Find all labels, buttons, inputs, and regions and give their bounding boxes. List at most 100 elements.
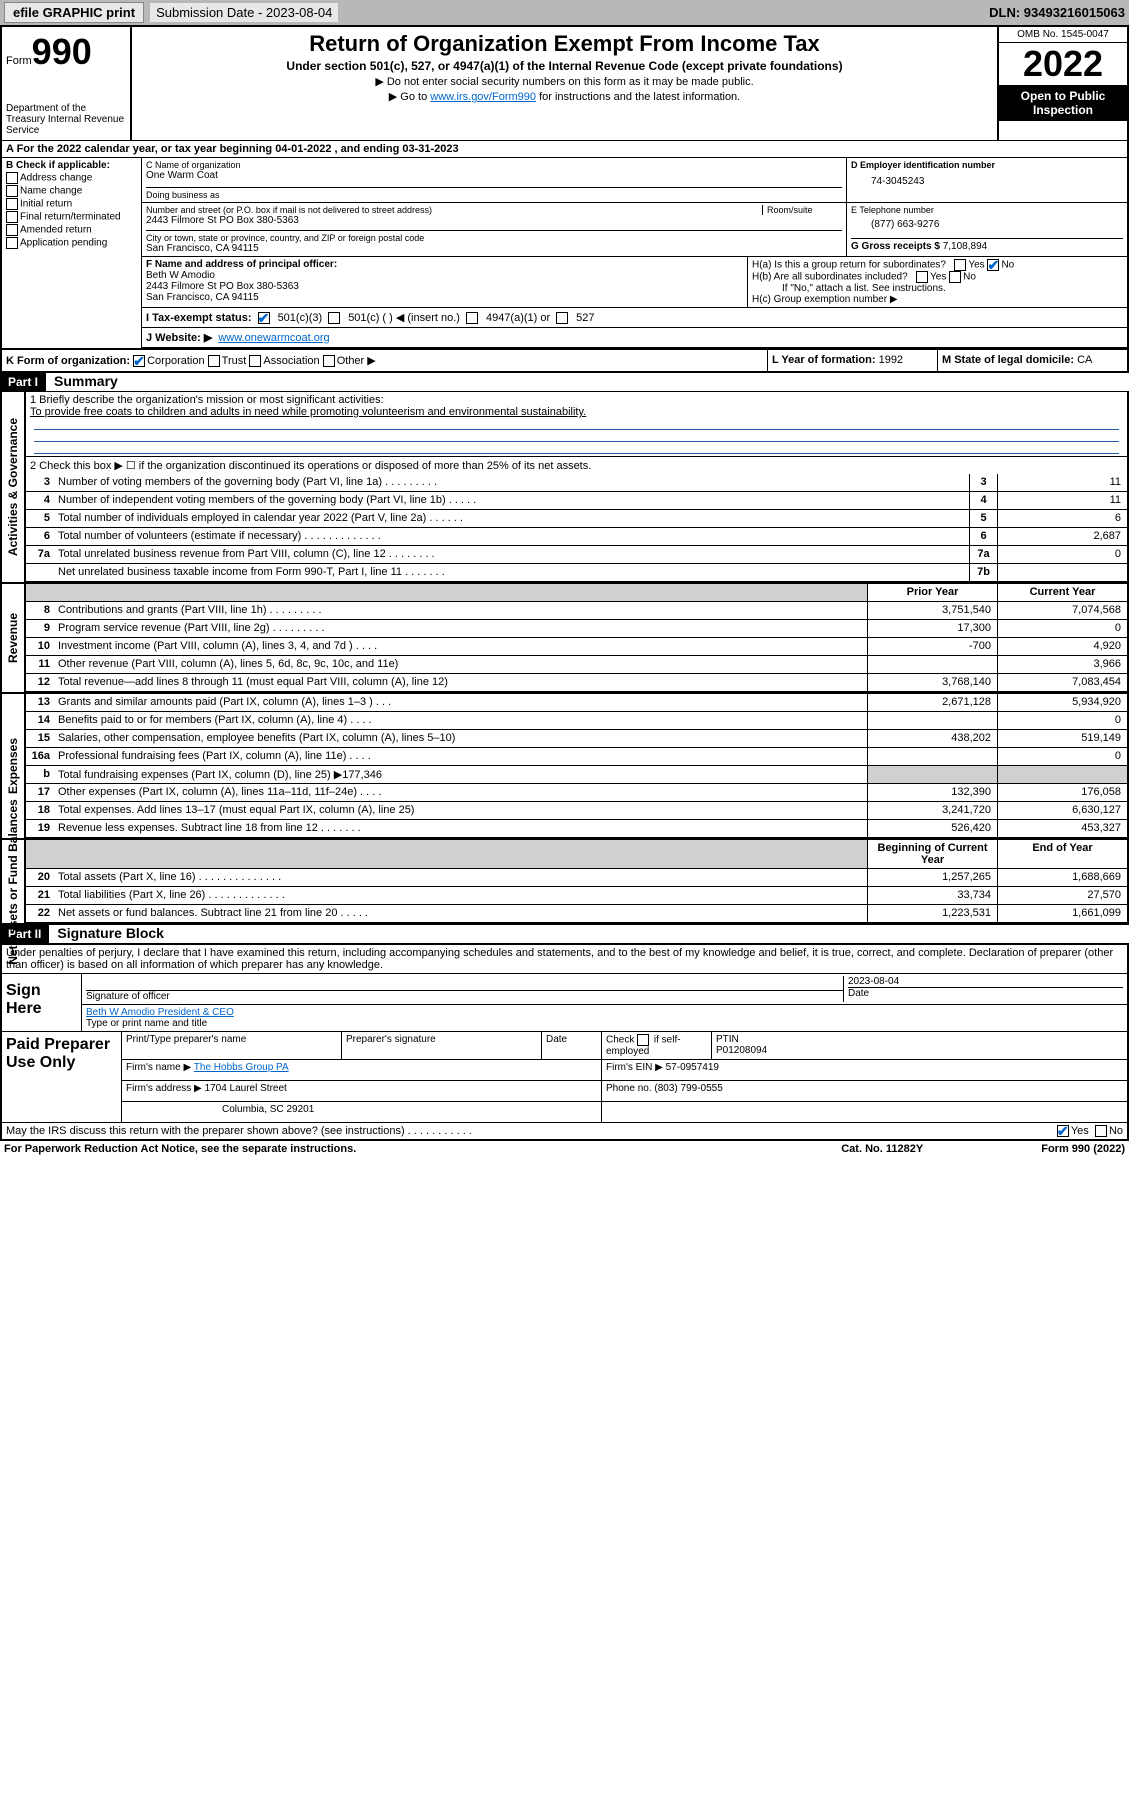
cb-other[interactable] <box>323 355 335 367</box>
cb-4947[interactable] <box>466 312 478 324</box>
cb-name-change[interactable]: Name change <box>6 185 137 197</box>
form-note-link: ▶ Go to www.irs.gov/Form990 for instruct… <box>136 90 993 103</box>
cb-501c3[interactable] <box>258 312 270 324</box>
cb-application-pending[interactable]: Application pending <box>6 237 137 249</box>
line-desc: Investment income (Part VIII, column (A)… <box>54 638 867 655</box>
ha-no-cb[interactable] <box>987 259 999 271</box>
current-val: 1,688,669 <box>997 869 1127 886</box>
box-d-label: D Employer identification number <box>851 160 1123 170</box>
prior-val <box>867 656 997 673</box>
line-num: b <box>26 766 54 783</box>
hb-no-cb[interactable] <box>949 271 961 283</box>
line-num: 19 <box>26 820 54 837</box>
sig-name[interactable]: Beth W Amodio President & CEO <box>86 1007 234 1018</box>
line-num: 4 <box>26 492 54 509</box>
cb-corporation[interactable] <box>133 355 145 367</box>
box-c-label: C Name of organization <box>146 160 842 170</box>
check-b-label: B Check if applicable: <box>6 160 137 171</box>
sig-date-label: Date <box>848 987 1123 999</box>
sig-intro: Under penalties of perjury, I declare th… <box>2 945 1127 974</box>
sig-name-label: Type or print name and title <box>86 1018 207 1029</box>
form-header: Form990 Department of the Treasury Inter… <box>0 25 1129 140</box>
cb-trust[interactable] <box>208 355 220 367</box>
discuss-yes-cb[interactable] <box>1057 1125 1069 1137</box>
paid-preparer-label: Paid Preparer Use Only <box>2 1032 122 1122</box>
hdr-beginning: Beginning of Current Year <box>867 840 997 868</box>
firm-addr2: Columbia, SC 29201 <box>122 1102 602 1122</box>
tax-year: 2022 <box>999 43 1127 85</box>
sig-date-val: 2023-08-04 <box>848 976 899 987</box>
line-desc: Contributions and grants (Part VIII, lin… <box>54 602 867 619</box>
room-suite-label: Room/suite <box>762 205 842 215</box>
hb-label: H(b) Are all subordinates included? <box>752 272 908 283</box>
cb-initial-return[interactable]: Initial return <box>6 198 137 210</box>
website-link[interactable]: www.onewarmcoat.org <box>218 332 329 344</box>
hc-label: H(c) Group exemption number ▶ <box>752 294 1123 305</box>
line-desc: Revenue less expenses. Subtract line 18 … <box>54 820 867 837</box>
cb-527[interactable] <box>556 312 568 324</box>
cb-amended-return[interactable]: Amended return <box>6 224 137 236</box>
prior-val <box>867 766 997 783</box>
hdr-prior: Prior Year <box>867 584 997 601</box>
line-num: 17 <box>26 784 54 801</box>
line-val: 11 <box>997 474 1127 491</box>
l-label: L Year of formation: <box>772 354 876 366</box>
ha-yes-cb[interactable] <box>954 259 966 271</box>
line-val <box>997 564 1127 581</box>
prep-name-hdr: Print/Type preparer's name <box>122 1032 342 1059</box>
signature-block: Under penalties of perjury, I declare th… <box>0 944 1129 1141</box>
sig-officer-label: Signature of officer <box>86 990 843 1002</box>
paperwork-notice: For Paperwork Reduction Act Notice, see … <box>4 1143 841 1155</box>
form-title: Return of Organization Exempt From Incom… <box>136 31 993 57</box>
officer-name: Beth W Amodio <box>146 270 215 281</box>
current-val: 519,149 <box>997 730 1127 747</box>
line-desc: Total assets (Part X, line 16) . . . . .… <box>54 869 867 886</box>
form-subtitle: Under section 501(c), 527, or 4947(a)(1)… <box>136 59 993 73</box>
line-num: 13 <box>26 694 54 711</box>
line-desc: Other expenses (Part IX, column (A), lin… <box>54 784 867 801</box>
line-box: 7a <box>969 546 997 563</box>
mission-text: To provide free coats to children and ad… <box>30 406 1123 418</box>
phone-value: (803) 799-0555 <box>654 1083 722 1094</box>
discuss-no-cb[interactable] <box>1095 1125 1107 1137</box>
prior-val: 33,734 <box>867 887 997 904</box>
line-num: 8 <box>26 602 54 619</box>
gross-receipts: 7,108,894 <box>943 241 988 252</box>
cb-501c[interactable] <box>328 312 340 324</box>
ptin-value: P01208094 <box>716 1045 767 1056</box>
state-domicile: CA <box>1077 354 1092 366</box>
form-number: 990 <box>32 31 92 72</box>
prep-date-hdr: Date <box>542 1032 602 1059</box>
hdr-current: Current Year <box>997 584 1127 601</box>
current-val: 27,570 <box>997 887 1127 904</box>
cb-address-change[interactable]: Address change <box>6 172 137 184</box>
cb-association[interactable] <box>249 355 261 367</box>
cb-self-employed[interactable] <box>637 1034 649 1046</box>
hb-yes-cb[interactable] <box>916 271 928 283</box>
firm-name[interactable]: The Hobbs Group PA <box>194 1062 289 1073</box>
line-num <box>26 564 54 581</box>
line-desc: Total revenue—add lines 8 through 11 (mu… <box>54 674 867 691</box>
efile-print-button[interactable]: efile GRAPHIC print <box>4 2 144 23</box>
line-box: 3 <box>969 474 997 491</box>
current-val: 0 <box>997 748 1127 765</box>
line-desc: Total number of individuals employed in … <box>54 510 969 527</box>
telephone: (877) 663-9276 <box>851 215 1123 230</box>
irs-link[interactable]: www.irs.gov/Form990 <box>430 91 536 103</box>
prior-val: 132,390 <box>867 784 997 801</box>
row-k-label: K Form of organization: <box>6 355 130 367</box>
summary-expenses: Expenses 13Grants and similar amounts pa… <box>0 694 1129 840</box>
current-val: 3,966 <box>997 656 1127 673</box>
summary-netassets: Net Assets or Fund Balances Beginning of… <box>0 840 1129 925</box>
cb-final-return[interactable]: Final return/terminated <box>6 211 137 223</box>
prior-val: 1,257,265 <box>867 869 997 886</box>
line-desc: Net assets or fund balances. Subtract li… <box>54 905 867 922</box>
line-num: 20 <box>26 869 54 886</box>
line-box: 6 <box>969 528 997 545</box>
part1-title: Summary <box>46 373 118 389</box>
prior-val: 438,202 <box>867 730 997 747</box>
line-box: 7b <box>969 564 997 581</box>
prior-val <box>867 712 997 729</box>
prior-val: -700 <box>867 638 997 655</box>
part1-header: Part I <box>0 373 46 391</box>
